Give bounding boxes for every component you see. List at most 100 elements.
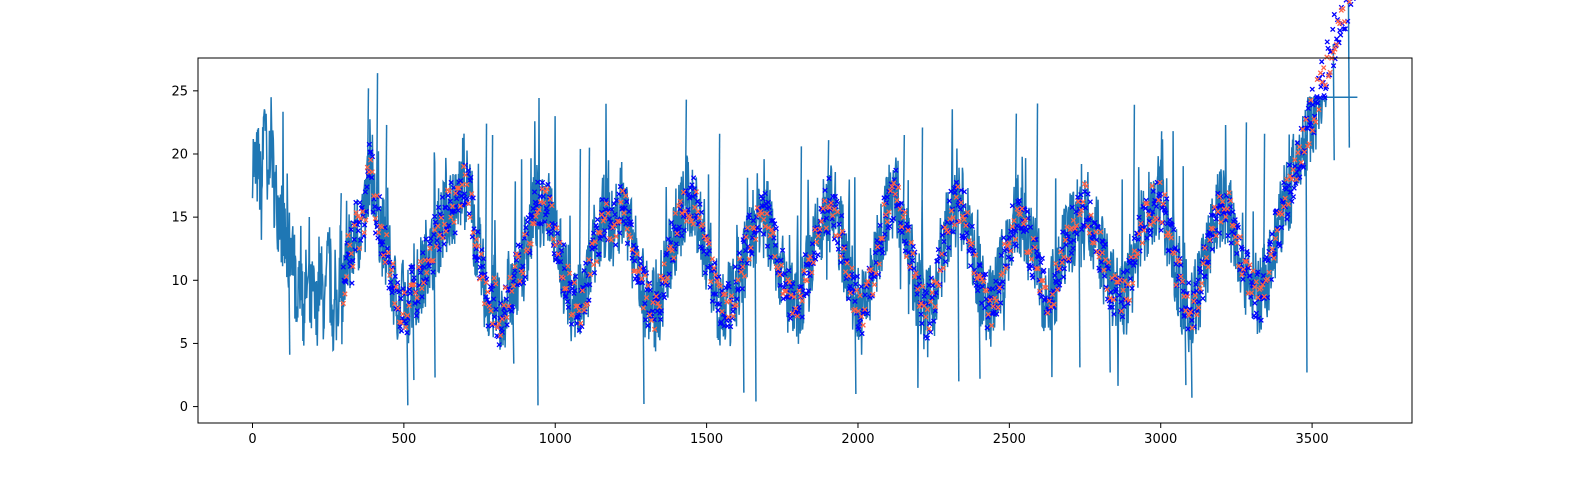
scatter-point [979, 300, 985, 306]
scatter-point [709, 256, 716, 262]
scatter-point [972, 252, 979, 258]
scatter-point [390, 260, 396, 267]
scatter-point [862, 292, 868, 298]
scatter-point [362, 189, 369, 195]
scatter-point [1048, 304, 1054, 310]
scatter-point [941, 238, 947, 245]
scatter-point [898, 200, 905, 207]
scatter-point [1003, 246, 1009, 252]
scatter-point [1130, 262, 1137, 268]
scatter-point [1155, 197, 1162, 203]
scatter-point [1149, 183, 1155, 189]
scatter-point [469, 191, 475, 197]
scatter-point [1261, 293, 1267, 300]
scatter-point [753, 236, 759, 243]
scatter-point [899, 229, 905, 236]
scatter-point [1293, 180, 1299, 186]
y-tick-label: 0 [180, 400, 188, 415]
scatter-point [1191, 298, 1197, 304]
scatter-point [367, 157, 374, 163]
scatter-point [1337, 27, 1343, 34]
scatter-point [864, 310, 871, 317]
scatter-point [739, 286, 746, 292]
scatter-point [464, 196, 470, 202]
scatter-point [1013, 243, 1019, 249]
scatter-point [961, 189, 968, 195]
scatter-point [352, 247, 358, 253]
scatter-point [1311, 116, 1317, 122]
scatter-point [1056, 266, 1062, 272]
scatter-point [1277, 243, 1283, 249]
scatter-point [1039, 255, 1045, 261]
scatter-point [1279, 211, 1285, 218]
scatter-point [702, 270, 709, 276]
scatter-point [1322, 95, 1328, 101]
scatter-point [1306, 100, 1312, 106]
scatter-point [414, 308, 420, 314]
scatter-point [924, 335, 931, 341]
scatter-point [520, 280, 527, 286]
scatter-point [384, 245, 391, 252]
scatter-point [451, 219, 457, 225]
scatter-point [860, 322, 866, 328]
scatter-point [565, 304, 572, 310]
scatter-point [708, 278, 714, 285]
scatter-point [964, 230, 970, 236]
scatter-point [1157, 191, 1164, 197]
scatter-point [416, 264, 422, 270]
scatter-point [1285, 201, 1292, 207]
scatter-point [828, 200, 834, 206]
series-line-spike [366, 88, 370, 181]
series-line-spike [1332, 44, 1335, 161]
scatter-point [1056, 282, 1063, 288]
scatter-point [504, 322, 510, 328]
scatter-point [655, 300, 661, 307]
scatter-point [361, 229, 367, 236]
scatter-point [1059, 246, 1065, 252]
scatter-point [838, 213, 845, 219]
scatter-point [1134, 231, 1141, 237]
scatter-point [1215, 208, 1221, 215]
scatter-point [736, 256, 743, 262]
scatter-point [625, 215, 631, 222]
scatter-point [493, 306, 499, 312]
scatter-point [789, 310, 796, 316]
scatter-point [817, 218, 823, 225]
scatter-point [369, 153, 376, 160]
scatter-point [909, 257, 916, 264]
scatter-point [1189, 317, 1195, 323]
scatter-point [1075, 198, 1081, 205]
scatter-point [995, 305, 1001, 311]
scatter-point [389, 289, 395, 296]
scatter-point [853, 281, 859, 287]
scatter-point [1295, 150, 1301, 156]
scatter-point [884, 219, 890, 225]
scatter-point [818, 218, 825, 225]
scatter-point [358, 215, 364, 222]
scatter-point [398, 320, 404, 326]
scatter-point [648, 317, 655, 324]
scatter-point [449, 203, 456, 209]
scatter-point [783, 288, 789, 294]
scatter-point [1139, 240, 1146, 246]
scatter-point [1193, 281, 1199, 288]
scatter-point [435, 223, 441, 229]
scatter-point [1317, 94, 1323, 101]
scatter-point [635, 269, 642, 275]
scatter-point [1085, 223, 1091, 230]
scatter-point [448, 179, 454, 186]
scatter-point [1125, 281, 1131, 287]
scatter-point [594, 258, 600, 265]
scatter-point [859, 330, 865, 337]
scatter-point [552, 242, 558, 248]
scatter-point [511, 273, 517, 279]
scatter-point [849, 265, 855, 271]
scatter-point [805, 257, 812, 263]
scatter-point [1258, 285, 1264, 291]
scatter-point [825, 230, 831, 236]
scatter-point [1300, 126, 1306, 133]
scatter-point [658, 308, 664, 314]
scatter-point [1134, 250, 1141, 257]
scatter-point [599, 196, 605, 203]
scatter-point [642, 272, 648, 279]
